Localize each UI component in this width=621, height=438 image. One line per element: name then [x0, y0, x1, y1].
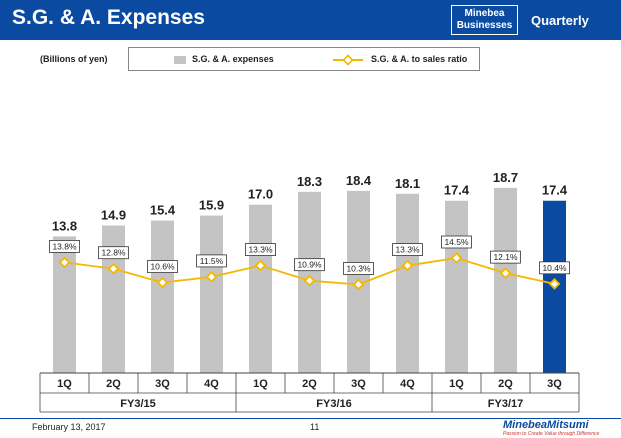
ratio-label-box-8: [441, 235, 472, 249]
category-label-9: 2Q: [498, 378, 513, 390]
group-label-1: FY3/16: [316, 398, 351, 410]
ratio-marker-7: [401, 259, 414, 272]
legend-line-label: S.G. & A. to sales ratio: [371, 54, 468, 64]
category-label-1: 2Q: [106, 378, 121, 390]
period-label: Quarterly: [531, 13, 589, 28]
ratio-label-box-10: [539, 261, 570, 275]
ratio-marker-3: [205, 271, 218, 283]
footer-date: February 13, 2017: [32, 422, 106, 432]
bar-3: [200, 215, 223, 373]
ratio-label-box-4: [245, 243, 276, 256]
bar-value-label-8: 17.4: [444, 183, 470, 198]
ratio-label-4: 13.3%: [248, 245, 273, 255]
ratio-label-6: 10.3%: [346, 263, 371, 273]
bar-4: [249, 204, 272, 373]
ratio-marker-10: [548, 277, 561, 290]
company-logo: MinebeaMitsumi Passion to Create Value t…: [503, 419, 599, 437]
chart-legend: S.G. & A. expenses S.G. & A. to sales ra…: [128, 47, 480, 71]
bar-2: [151, 220, 174, 373]
ratio-label-10: 10.4%: [542, 263, 567, 273]
ratio-marker-9: [499, 267, 512, 279]
ratio-marker-5: [303, 274, 316, 287]
bar-value-label-1: 14.9: [101, 207, 126, 222]
ratio-marker-1: [107, 262, 120, 275]
header-bar: S.G. & A. Expenses Minebea Businesses Qu…: [0, 0, 621, 40]
ratio-label-2: 10.6%: [150, 262, 175, 272]
bar-value-label-3: 15.9: [199, 198, 224, 213]
ratio-label-8: 14.5%: [444, 237, 469, 247]
group-label-0: FY3/15: [120, 398, 155, 410]
ratio-label-box-6: [343, 262, 374, 275]
ratio-label-box-1: [98, 246, 129, 260]
category-label-6: 3Q: [351, 378, 366, 390]
category-label-5: 2Q: [302, 378, 317, 390]
ratio-label-box-5: [294, 258, 325, 272]
bar-value-label-5: 18.3: [297, 174, 322, 189]
unit-label: (Billions of yen): [40, 54, 108, 64]
ratio-label-box-9: [490, 250, 521, 264]
ratio-marker-4: [254, 259, 267, 272]
ratio-label-9: 12.1%: [493, 252, 518, 262]
badge-line-1: Minebea: [464, 8, 505, 19]
ratio-marker-2: [156, 276, 169, 289]
category-label-0: 1Q: [57, 378, 72, 390]
bar-value-label-6: 18.4: [346, 173, 372, 188]
category-label-8: 1Q: [449, 378, 464, 390]
legend-bar-swatch: [174, 56, 186, 64]
footer-divider: [0, 418, 621, 419]
ratio-label-box-7: [392, 243, 423, 256]
ratio-marker-6: [352, 278, 365, 291]
logo-text: MinebeaMitsumi: [503, 419, 589, 431]
bar-0: [53, 236, 76, 373]
page-number: 11: [310, 422, 320, 432]
ratio-label-box-3: [196, 254, 227, 268]
bar-8: [445, 200, 468, 373]
ratio-label-1: 12.8%: [101, 248, 126, 258]
bar-value-label-4: 17.0: [248, 187, 273, 202]
bar-9: [494, 187, 517, 373]
ratio-marker-8: [450, 252, 463, 264]
badge-line-2: Businesses: [456, 20, 513, 31]
ratio-label-7: 13.3%: [395, 245, 420, 255]
ratio-label-3: 11.5%: [200, 256, 224, 266]
group-label-2: FY3/17: [488, 398, 523, 410]
bar-value-label-0: 13.8: [52, 218, 77, 233]
segment-badge: Minebea Businesses: [451, 5, 518, 35]
bar-value-label-9: 18.7: [493, 170, 518, 185]
logo-tagline: Passion to Create Value through Differen…: [503, 431, 600, 437]
category-label-4: 1Q: [253, 378, 268, 390]
category-label-7: 4Q: [400, 378, 415, 390]
ratio-label-box-0: [49, 240, 80, 253]
ratio-label-box-2: [147, 260, 178, 273]
ratio-label-0: 13.8%: [52, 241, 77, 251]
ratio-label-5: 10.9%: [297, 260, 322, 270]
legend-bar-label: S.G. & A. expenses: [192, 54, 274, 64]
sga-chart: 13.8 14.9 15.4 15.9 17.0 18.3 18.4 18.1 17.4 18.7…: [39, 170, 580, 413]
ratio-marker-0: [58, 256, 71, 269]
category-label-3: 4Q: [204, 378, 219, 390]
page-title: S.G. & A. Expenses: [12, 6, 205, 29]
legend-line-swatch: [333, 54, 363, 66]
category-label-2: 3Q: [155, 378, 170, 390]
bar-7: [396, 193, 419, 373]
bar-value-label-2: 15.4: [150, 203, 176, 218]
bar-value-label-10: 17.4: [542, 183, 568, 198]
bar-value-label-7: 18.1: [395, 176, 420, 191]
category-label-10: 3Q: [547, 378, 562, 390]
bar-1: [102, 225, 125, 373]
